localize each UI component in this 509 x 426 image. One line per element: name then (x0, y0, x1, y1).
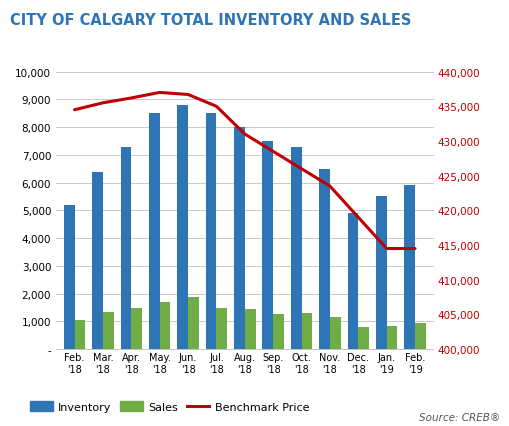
Bar (177, 106, 188, 349)
Bar (244, 309, 255, 349)
Bar (347, 214, 358, 349)
Bar (131, 308, 142, 349)
Bar (159, 302, 170, 349)
Benchmark Price (71, 108, 77, 113)
Benchmark Price (326, 184, 332, 189)
Benchmark Price (213, 104, 219, 109)
Bar (74, 320, 85, 349)
Bar (92, 172, 103, 349)
Benchmark Price (270, 150, 276, 155)
Bar (404, 186, 414, 349)
Bar (149, 114, 159, 349)
Bar (188, 297, 199, 349)
Bar (375, 197, 386, 349)
Benchmark Price (156, 91, 162, 96)
Legend: Inventory, Sales, Benchmark Price: Inventory, Sales, Benchmark Price (26, 397, 313, 416)
Bar (64, 205, 74, 349)
Line: Benchmark Price: Benchmark Price (74, 93, 414, 249)
Bar (262, 141, 273, 349)
Bar (103, 312, 114, 349)
Bar (290, 147, 301, 349)
Benchmark Price (411, 246, 417, 251)
Bar (234, 128, 244, 349)
Benchmark Price (100, 101, 106, 106)
Bar (301, 314, 312, 349)
Text: CITY OF CALGARY TOTAL INVENTORY AND SALES: CITY OF CALGARY TOTAL INVENTORY AND SALE… (10, 13, 411, 28)
Benchmark Price (241, 132, 247, 137)
Bar (329, 317, 340, 349)
Bar (319, 169, 329, 349)
Bar (216, 308, 227, 349)
Benchmark Price (128, 96, 134, 101)
Benchmark Price (185, 93, 191, 98)
Benchmark Price (383, 246, 389, 251)
Bar (386, 327, 397, 349)
Bar (358, 327, 369, 349)
Text: Source: CREB®: Source: CREB® (418, 412, 499, 422)
Bar (120, 147, 131, 349)
Bar (414, 323, 425, 349)
Benchmark Price (298, 167, 304, 172)
Bar (273, 315, 284, 349)
Bar (205, 114, 216, 349)
Benchmark Price (355, 215, 361, 220)
